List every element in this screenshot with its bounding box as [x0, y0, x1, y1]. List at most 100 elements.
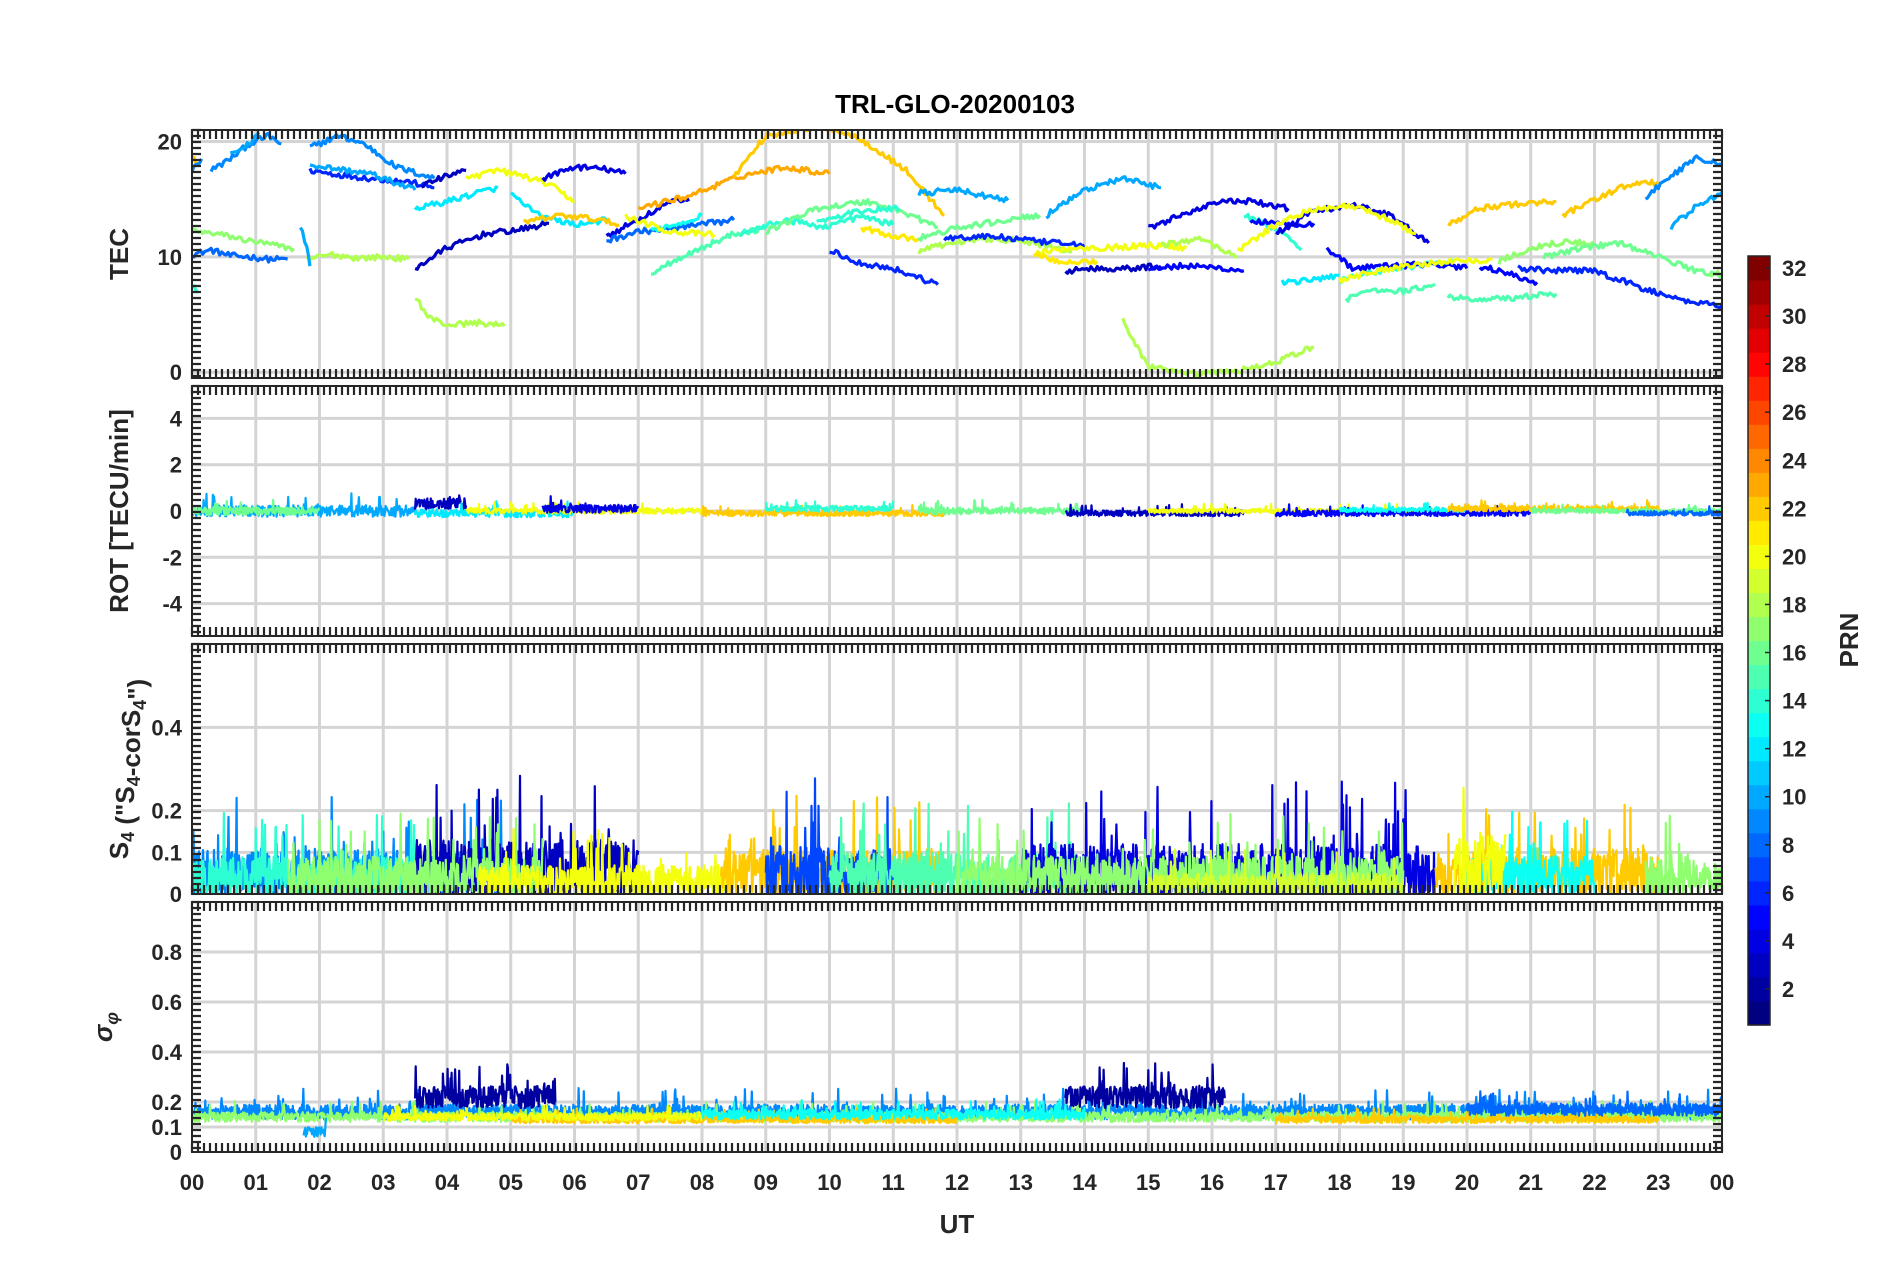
series-line-prn-3 — [414, 220, 550, 271]
series-line-prn-4 — [541, 163, 627, 182]
x-tick-label: 15 — [1136, 1170, 1160, 1195]
y-axis-title: S4 ("S4-corS4") — [104, 679, 152, 859]
y-tick-label: 0.4 — [151, 715, 182, 740]
series-trace-prn-4 — [541, 495, 640, 514]
y-tick-label: 0 — [170, 1140, 182, 1165]
x-tick-label: 01 — [244, 1170, 268, 1195]
colorbar-tick-label: 4 — [1782, 929, 1795, 954]
series-line-prn-15 — [1344, 283, 1436, 303]
colorbar-tick-label: 26 — [1782, 400, 1806, 425]
series-line-prn-6 — [829, 248, 940, 286]
series-line-prn-17 — [1497, 238, 1596, 265]
colorbar-segment — [1748, 832, 1770, 858]
colorbar-tick-label: 32 — [1782, 256, 1806, 281]
y-tick-label: 0.8 — [151, 940, 182, 965]
y-tick-label: 0.1 — [151, 1115, 182, 1140]
series-line-prn-5 — [1325, 246, 1469, 272]
colorbar-segment — [1748, 400, 1770, 425]
colorbar-segment — [1748, 760, 1770, 786]
left-minor-ticks — [192, 900, 201, 1150]
series-line-prn-14 — [815, 204, 901, 224]
top-minor-ticks — [190, 902, 1724, 911]
series-line-prn-15 — [1446, 291, 1558, 303]
series-trace-prn-8 — [1465, 1090, 1722, 1117]
x-tick-label: 21 — [1519, 1170, 1543, 1195]
series-line-prn-16 — [917, 212, 1042, 242]
colorbar-segment — [1748, 280, 1770, 305]
y-tick-label: 2 — [170, 453, 182, 478]
minor-ticks — [190, 900, 1724, 1152]
top-minor-ticks — [190, 644, 1724, 653]
series-line-prn-12 — [509, 191, 608, 228]
y-tick-label: 0.1 — [151, 840, 182, 865]
series-line-prn-10 — [917, 186, 1010, 204]
series-trace-prn-2 — [414, 1063, 557, 1110]
colorbar-segment — [1748, 496, 1770, 521]
top-minor-ticks — [190, 386, 1724, 395]
colorbar-tick-label: 20 — [1782, 544, 1806, 569]
y-axis-title: TEC — [104, 228, 134, 280]
series-line-prn-17 — [192, 227, 296, 253]
x-tick-label: 00 — [1710, 1170, 1734, 1195]
colorbar-tick-label: 2 — [1782, 977, 1794, 1002]
colorbar-segment — [1748, 568, 1770, 594]
series-line-prn-8 — [192, 246, 289, 264]
colorbar-segment — [1748, 880, 1770, 906]
series-line-prn-18 — [305, 250, 411, 263]
colorbar-segment — [1748, 976, 1770, 1002]
x-axis: 00 01 02 03 04 05 06 07 08 09 10 11 12 13 14 15 16 17 18 19… — [180, 1170, 1734, 1195]
series-trace-prn-3 — [414, 494, 468, 511]
y-tick-label: 0.2 — [151, 799, 182, 824]
series-line-prn-20 — [465, 167, 575, 204]
series-trace-prn-20 — [382, 1103, 703, 1122]
series-line-prn-12 — [413, 185, 499, 212]
colorbar-segment — [1748, 712, 1770, 738]
minor-ticks — [190, 128, 1724, 378]
series-line-prn-16 — [1542, 240, 1722, 279]
colorbar-segment — [1748, 304, 1770, 329]
series-line-prn-10 — [1669, 191, 1722, 231]
x-tick-label: 13 — [1009, 1170, 1033, 1195]
series-trace-prn-10 — [302, 1117, 327, 1138]
x-tick-label: 14 — [1072, 1170, 1097, 1195]
series-line-prn-9 — [309, 132, 436, 180]
right-minor-ticks — [1713, 642, 1722, 892]
series-line-prn-20 — [1338, 256, 1493, 284]
colorbar-tick-label: 22 — [1782, 496, 1806, 521]
series-group — [192, 774, 1722, 894]
series-line-prn-4 — [1148, 197, 1290, 230]
colorbar-segment — [1748, 376, 1770, 401]
series-trace-prn-20 — [1453, 786, 1507, 894]
series-line-prn-5 — [1478, 264, 1539, 286]
series-line-prn-6 — [1517, 264, 1722, 310]
y-tick-label: 0 — [170, 360, 182, 385]
right-minor-ticks — [1713, 900, 1722, 1150]
series-trace-prn-20 — [465, 501, 704, 516]
y-tick-label: -2 — [162, 545, 182, 570]
x-tick-label: 02 — [307, 1170, 331, 1195]
colorbar-tick-label: 28 — [1782, 352, 1806, 377]
panel-s4: 0 0.1 0.2 0.4S4 ("S4-corS4") — [104, 642, 1724, 907]
x-tick-label: 23 — [1646, 1170, 1670, 1195]
y-tick-label: 10 — [158, 245, 182, 270]
colorbar-tick-label: 16 — [1782, 641, 1806, 666]
colorbar-tick-label: 30 — [1782, 304, 1806, 329]
colorbar-segment — [1748, 904, 1770, 930]
x-tick-label: 10 — [817, 1170, 841, 1195]
colorbar-segment — [1748, 736, 1770, 762]
x-tick-label: 07 — [626, 1170, 650, 1195]
series-group — [192, 1061, 1722, 1138]
panel-tec: 0 10 20 TEC — [104, 128, 1724, 385]
series-line-prn-21 — [860, 225, 920, 243]
series-line-prn-10 — [230, 131, 261, 155]
y-tick-label: 0 — [170, 882, 182, 907]
right-minor-ticks — [1713, 384, 1722, 634]
colorbar-tick-label: 18 — [1782, 592, 1806, 617]
x-tick-label: 05 — [499, 1170, 523, 1195]
series-trace-prn-2 — [1064, 1061, 1226, 1110]
x-tick-label: 16 — [1200, 1170, 1224, 1195]
y-tick-label: -4 — [162, 592, 182, 617]
top-minor-ticks — [190, 130, 1724, 139]
